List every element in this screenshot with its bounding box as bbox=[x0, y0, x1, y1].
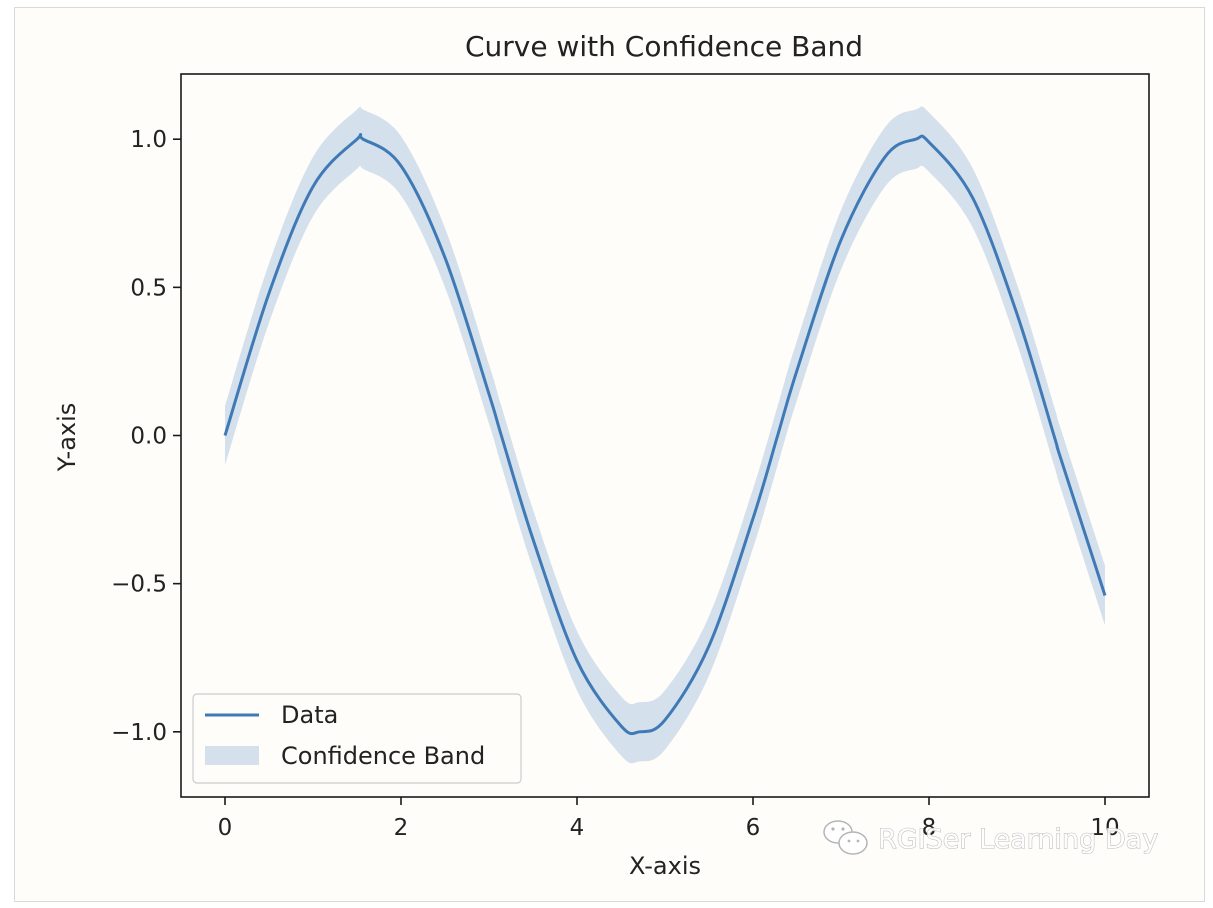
data-line bbox=[223, 133, 1107, 736]
x-tick-label: 0 bbox=[218, 815, 233, 841]
legend-label-data: Data bbox=[281, 701, 338, 729]
y-tick-label: 0.0 bbox=[130, 424, 167, 450]
y-axis: −1.0 −0.5 0.0 0.5 1.0 bbox=[111, 127, 181, 746]
x-tick-label: 2 bbox=[394, 815, 409, 841]
data-line-layer bbox=[223, 133, 1107, 736]
confidence-band bbox=[225, 104, 1105, 764]
y-tick-label: 0.5 bbox=[130, 275, 167, 301]
x-axis-title: X-axis bbox=[629, 852, 701, 880]
chart-title: Curve with Confidence Band bbox=[465, 30, 863, 63]
legend-box bbox=[192, 693, 522, 784]
x-tick-label: 6 bbox=[746, 815, 761, 841]
y-tick-label: −0.5 bbox=[111, 572, 167, 598]
legend: Data Confidence Band bbox=[192, 693, 522, 784]
watermark: RGISer Learning Day bbox=[823, 820, 1159, 856]
x-tick-label: 8 bbox=[922, 815, 937, 841]
confidence-band-layer bbox=[225, 104, 1105, 764]
plot-area bbox=[181, 74, 1149, 797]
y-axis-title: Y-axis bbox=[53, 403, 81, 473]
y-tick-label: 1.0 bbox=[130, 127, 167, 153]
legend-swatch-confidence-band bbox=[205, 746, 259, 765]
y-tick-label: −1.0 bbox=[111, 720, 167, 746]
x-axis: 0 2 4 6 8 10 bbox=[218, 797, 1120, 841]
legend-label-confidence-band: Confidence Band bbox=[281, 742, 485, 770]
x-tick-label: 10 bbox=[1090, 815, 1119, 841]
x-tick-label: 4 bbox=[570, 815, 585, 841]
wechat-icon bbox=[823, 820, 868, 855]
watermark-text: RGISer Learning Day bbox=[878, 824, 1158, 855]
